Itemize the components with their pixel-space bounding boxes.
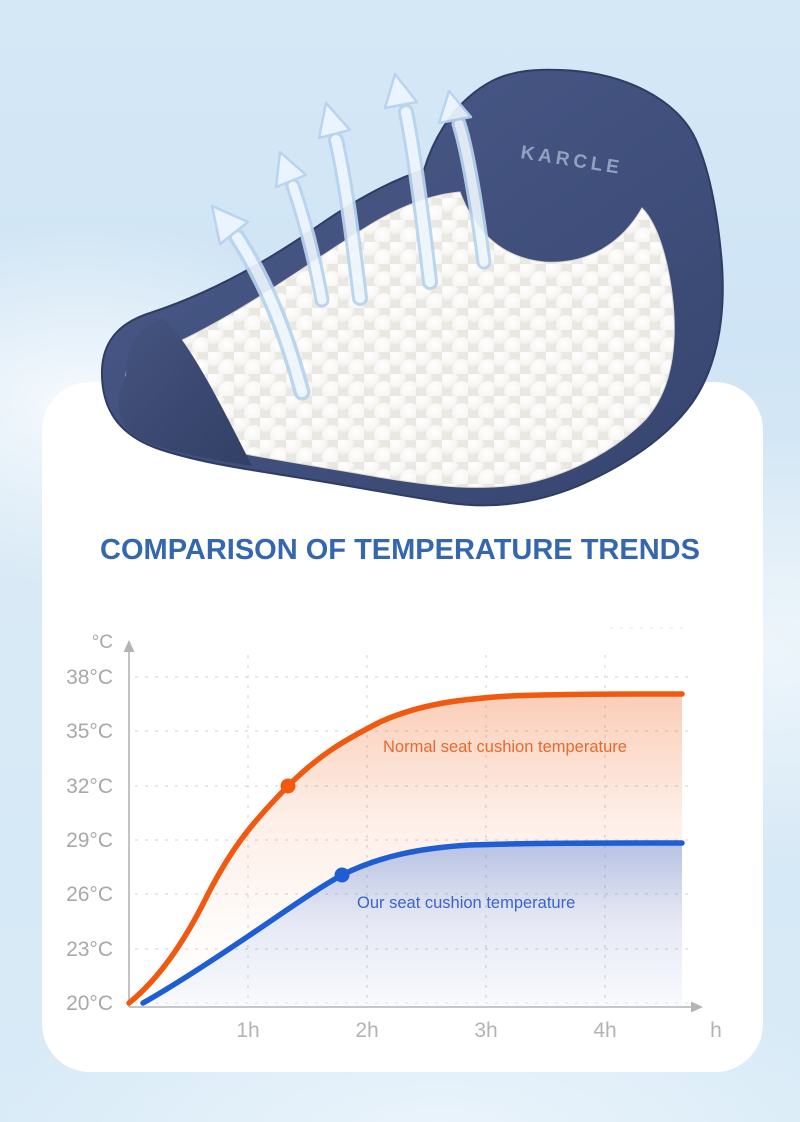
y-tick-20: 20°C <box>66 992 113 1015</box>
normal-cushion-point <box>280 778 296 794</box>
x-axis-labels: 1h 2h 3h 4h h <box>236 1019 722 1042</box>
our-cushion-line <box>140 840 685 1006</box>
y-tick-32: 32°C <box>66 775 113 798</box>
cushion-corner-patch <box>118 318 252 466</box>
airflow-arrow-1 <box>210 204 311 401</box>
x-axis-unit-label: h <box>710 1019 722 1042</box>
y-tick-35: 35°C <box>66 720 113 743</box>
page-title: COMPARISON OF TEMPERATURE TRENDS <box>100 534 700 566</box>
airflow-arrow-5 <box>437 89 492 270</box>
our-cushion-label: Our seat cushion temperature <box>357 894 575 912</box>
our-cushion-area <box>143 843 682 1006</box>
y-axis-arrow-icon <box>123 640 135 652</box>
y-axis-labels: °C 38°C 35°C 32°C 29°C 26°C 23°C 20°C <box>66 632 113 1015</box>
product-hero-image: KARCLE <box>100 68 724 507</box>
x-tick-4h: 4h <box>593 1019 616 1042</box>
airflow-arrows <box>210 72 492 401</box>
x-tick-3h: 3h <box>474 1019 497 1042</box>
y-tick-26: 26°C <box>66 883 113 906</box>
y-tick-29: 29°C <box>66 829 113 852</box>
airflow-arrow-2 <box>274 150 330 308</box>
airflow-arrow-4 <box>383 72 438 290</box>
chart-axes <box>123 640 703 1013</box>
airflow-arrow-3 <box>317 101 368 306</box>
our-cushion-point <box>334 867 350 883</box>
normal-cushion-label: Normal seat cushion temperature <box>383 738 627 756</box>
normal-cushion-line <box>126 691 685 1006</box>
y-tick-23: 23°C <box>66 938 113 961</box>
x-tick-1h: 1h <box>236 1019 259 1042</box>
y-tick-38: 38°C <box>66 666 113 689</box>
y-axis-unit-label: °C <box>92 632 113 653</box>
x-tick-2h: 2h <box>355 1019 378 1042</box>
x-axis-arrow-icon <box>691 1001 703 1013</box>
